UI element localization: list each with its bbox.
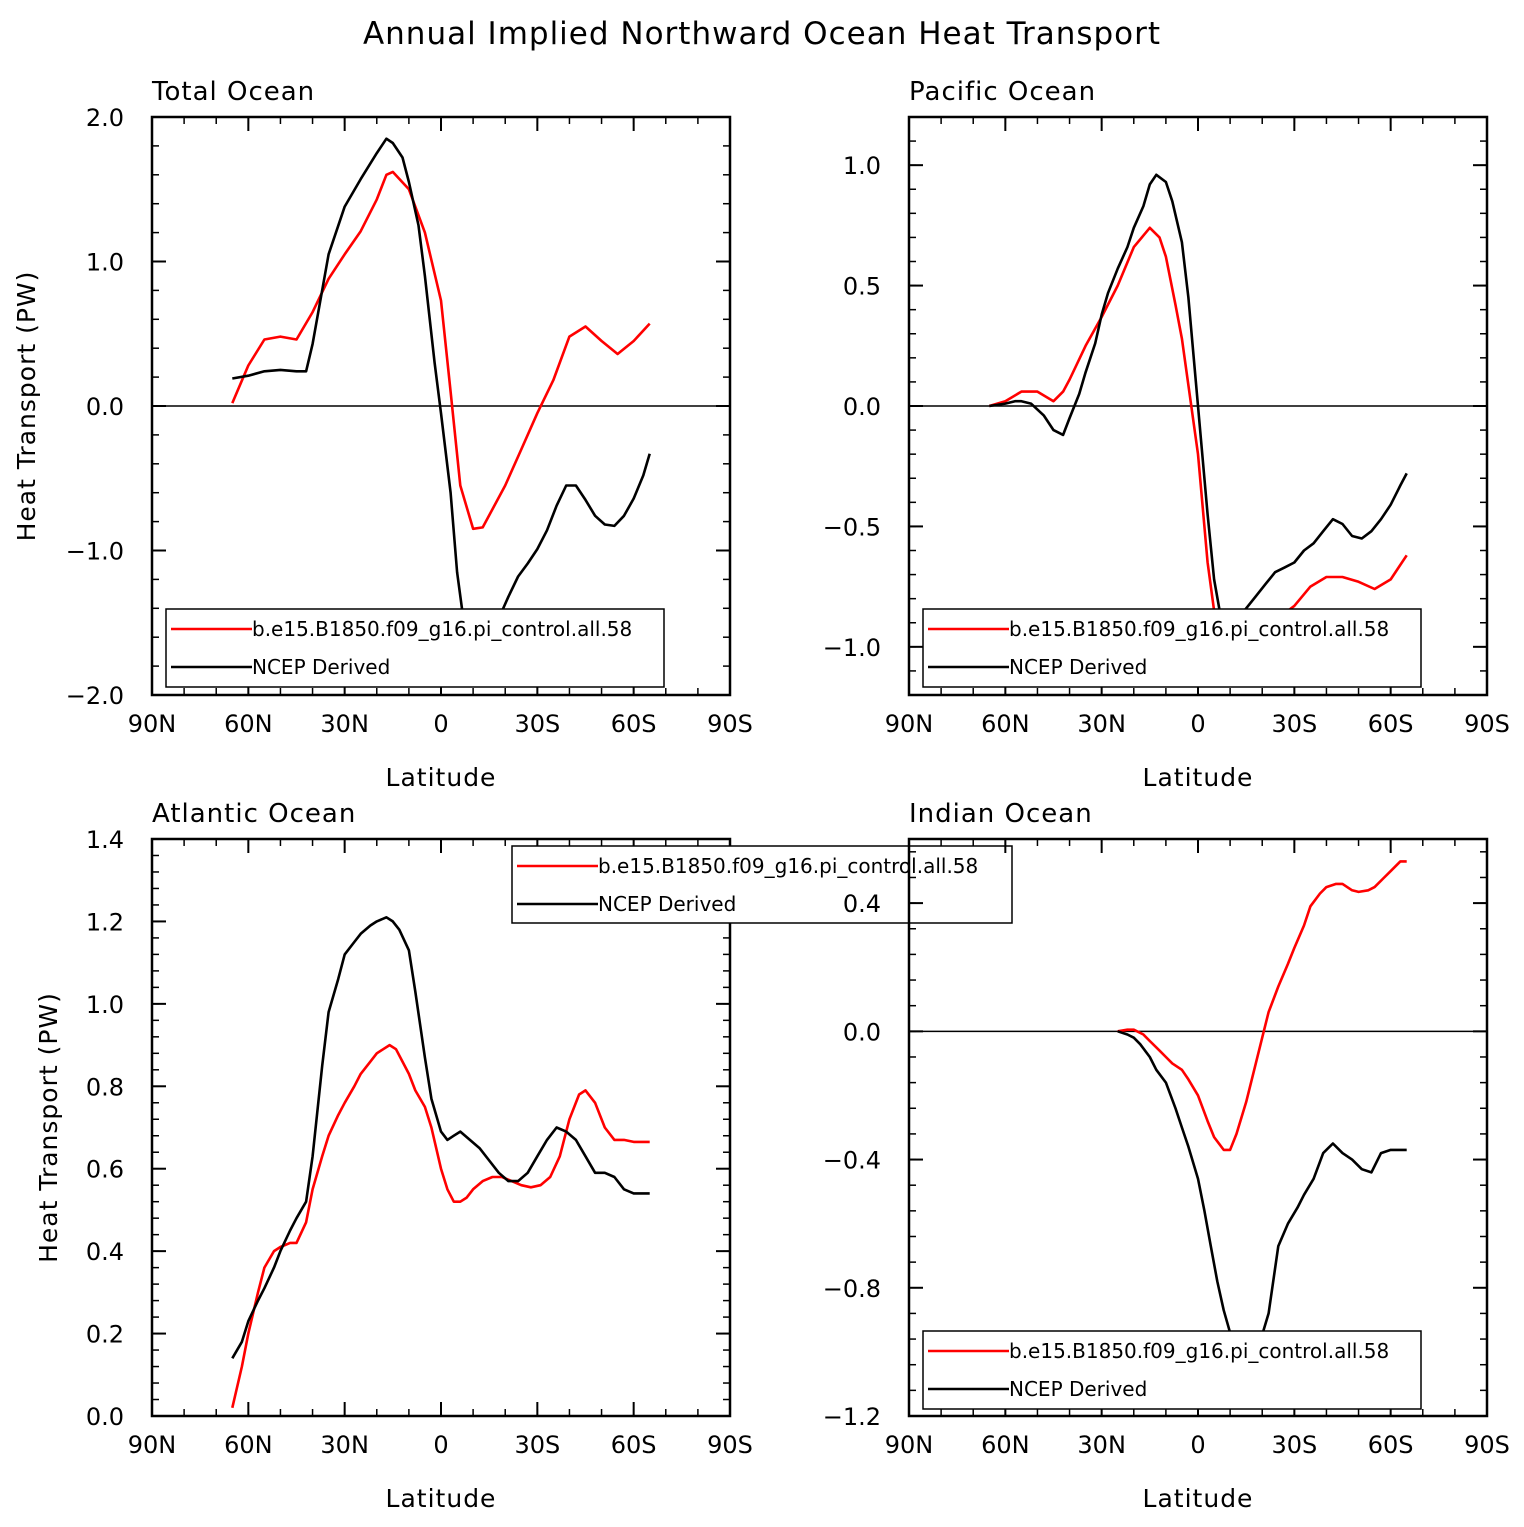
x-tick-label: 90S (1464, 710, 1510, 738)
x-tick-label: 30N (320, 710, 369, 738)
x-tick-label: 90N (128, 1431, 177, 1459)
x-tick-label: 30S (1271, 710, 1317, 738)
x-tick-label: 30N (320, 1431, 369, 1459)
y-tick-label: 0.5 (843, 273, 881, 301)
series-line-ncep (231, 915, 650, 1359)
y-tick-label: 1.0 (86, 249, 124, 277)
legend: b.e15.B1850.f09_g16.pi_control.all.58 NCE… (922, 1330, 1422, 1410)
legend: b.e15.B1850.f09_g16.pi_control.all.58 NCE… (165, 608, 665, 688)
y-tick-label: 0.0 (86, 1403, 124, 1431)
legend: b.e15.B1850.f09_g16.pi_control.all.58 NCE… (922, 608, 1422, 688)
series-line-model (231, 1043, 650, 1409)
legend-label: NCEP Derived (598, 892, 736, 916)
y-tick-label: 0.0 (843, 1018, 881, 1046)
panel-title: Pacific Ocean (909, 77, 1096, 107)
x-tick-label: 90N (885, 1431, 934, 1459)
legend-box (922, 608, 1422, 688)
x-tick-label: 90N (885, 710, 934, 738)
x-axis-label: Latitude (386, 763, 497, 792)
x-tick-label: 90S (1464, 1431, 1510, 1459)
series-line-model (231, 170, 651, 531)
x-tick-label: 30S (514, 1431, 560, 1459)
y-tick-label: 0.0 (843, 393, 881, 421)
panel-total-ocean: Total Ocean 90N 60N 30N 0 30S 60S 90S −2.0 −1.0 0.… (12, 77, 753, 792)
x-tick-label: 60S (611, 710, 657, 738)
x-tick-label: 0 (1190, 1431, 1205, 1459)
x-tick-label: 0 (433, 1431, 448, 1459)
y-tick-label: 0.2 (86, 1321, 124, 1349)
x-tick-label: 90S (707, 710, 753, 738)
panel-pacific-ocean: Pacific Ocean 90N 60N 30N 0 30S 60S 90S −1.0 −0.5… (823, 77, 1510, 792)
x-axis-label: Latitude (1143, 763, 1254, 792)
y-tick-label: 1.4 (86, 826, 124, 854)
y-tick-label: 1.0 (843, 152, 881, 180)
x-tick-label: 60S (1368, 710, 1414, 738)
legend-label: NCEP Derived (1009, 1377, 1147, 1401)
x-tick-label: 60N (224, 1431, 273, 1459)
y-tick-label: 1.0 (86, 991, 124, 1019)
x-tick-label: 60S (1368, 1431, 1414, 1459)
y-tick-label: −0.4 (823, 1147, 881, 1175)
legend-label: b.e15.B1850.f09_g16.pi_control.all.58 (598, 854, 978, 878)
y-tick-label: 0.8 (86, 1073, 124, 1101)
x-tick-label: 30S (1271, 1431, 1317, 1459)
panel-indian-ocean: Indian Ocean 90N 60N 30N 0 30S 60S 90S −1.2 −0.8 −… (823, 799, 1510, 1513)
panel-title: Total Ocean (151, 77, 315, 107)
y-tick-label: 0.4 (86, 1238, 124, 1266)
y-tick-label: 1.2 (86, 908, 124, 936)
figure-title: Annual Implied Northward Ocean Heat Tran… (363, 16, 1161, 52)
y-axis-label: Heat Transport (PW) (12, 271, 41, 542)
legend-box (165, 608, 665, 688)
x-tick-label: 60N (981, 1431, 1030, 1459)
x-axis-label: Latitude (1143, 1484, 1254, 1513)
plot-frame (907, 837, 1489, 1418)
x-tick-label: 90N (128, 710, 177, 738)
y-tick-label: −0.5 (823, 513, 881, 541)
legend-box (922, 1330, 1422, 1410)
series-line-ncep (1117, 1030, 1407, 1370)
x-tick-label: 90S (707, 1431, 753, 1459)
panel-atlantic-ocean: Atlantic Ocean 90N 60N 30N 0 30S 60S 90S 0.0 0.2 0… (34, 799, 1013, 1513)
x-tick-label: 0 (433, 710, 448, 738)
x-tick-label: 0 (1190, 710, 1205, 738)
y-tick-label: −1.0 (66, 538, 124, 566)
x-tick-label: 30N (1077, 710, 1126, 738)
y-tick-label: −1.2 (823, 1403, 881, 1431)
x-tick-label: 60N (224, 710, 273, 738)
legend-label: b.e15.B1850.f09_g16.pi_control.all.58 (252, 617, 632, 641)
y-tick-label: 0.0 (86, 393, 124, 421)
legend-label: NCEP Derived (1009, 655, 1147, 679)
y-tick-label: 0.4 (843, 890, 881, 918)
x-tick-label: 30N (1077, 1431, 1126, 1459)
y-tick-label: 0.6 (86, 1156, 124, 1184)
x-tick-label: 60N (981, 710, 1030, 738)
x-tick-label: 30S (514, 710, 560, 738)
y-tick-label: −1.0 (823, 634, 881, 662)
series-line-ncep (232, 137, 651, 649)
series-line-model (1117, 860, 1407, 1152)
panel-title: Indian Ocean (909, 799, 1093, 829)
y-tick-label: −2.0 (66, 682, 124, 710)
legend-box (511, 845, 1013, 924)
x-axis-label: Latitude (386, 1484, 497, 1513)
x-tick-label: 60S (611, 1431, 657, 1459)
y-tick-label: −0.8 (823, 1275, 881, 1303)
series-line-model (988, 226, 1408, 653)
y-tick-label: 2.0 (86, 104, 124, 132)
series-line-ncep (989, 173, 1408, 629)
legend-label: b.e15.B1850.f09_g16.pi_control.all.58 (1009, 617, 1389, 641)
legend-label: b.e15.B1850.f09_g16.pi_control.all.58 (1009, 1339, 1389, 1363)
legend-label: NCEP Derived (252, 655, 390, 679)
legend: b.e15.B1850.f09_g16.pi_control.all.58 NCE… (511, 845, 1013, 924)
y-axis-label: Heat Transport (PW) (34, 992, 63, 1263)
panel-title: Atlantic Ocean (152, 799, 356, 829)
